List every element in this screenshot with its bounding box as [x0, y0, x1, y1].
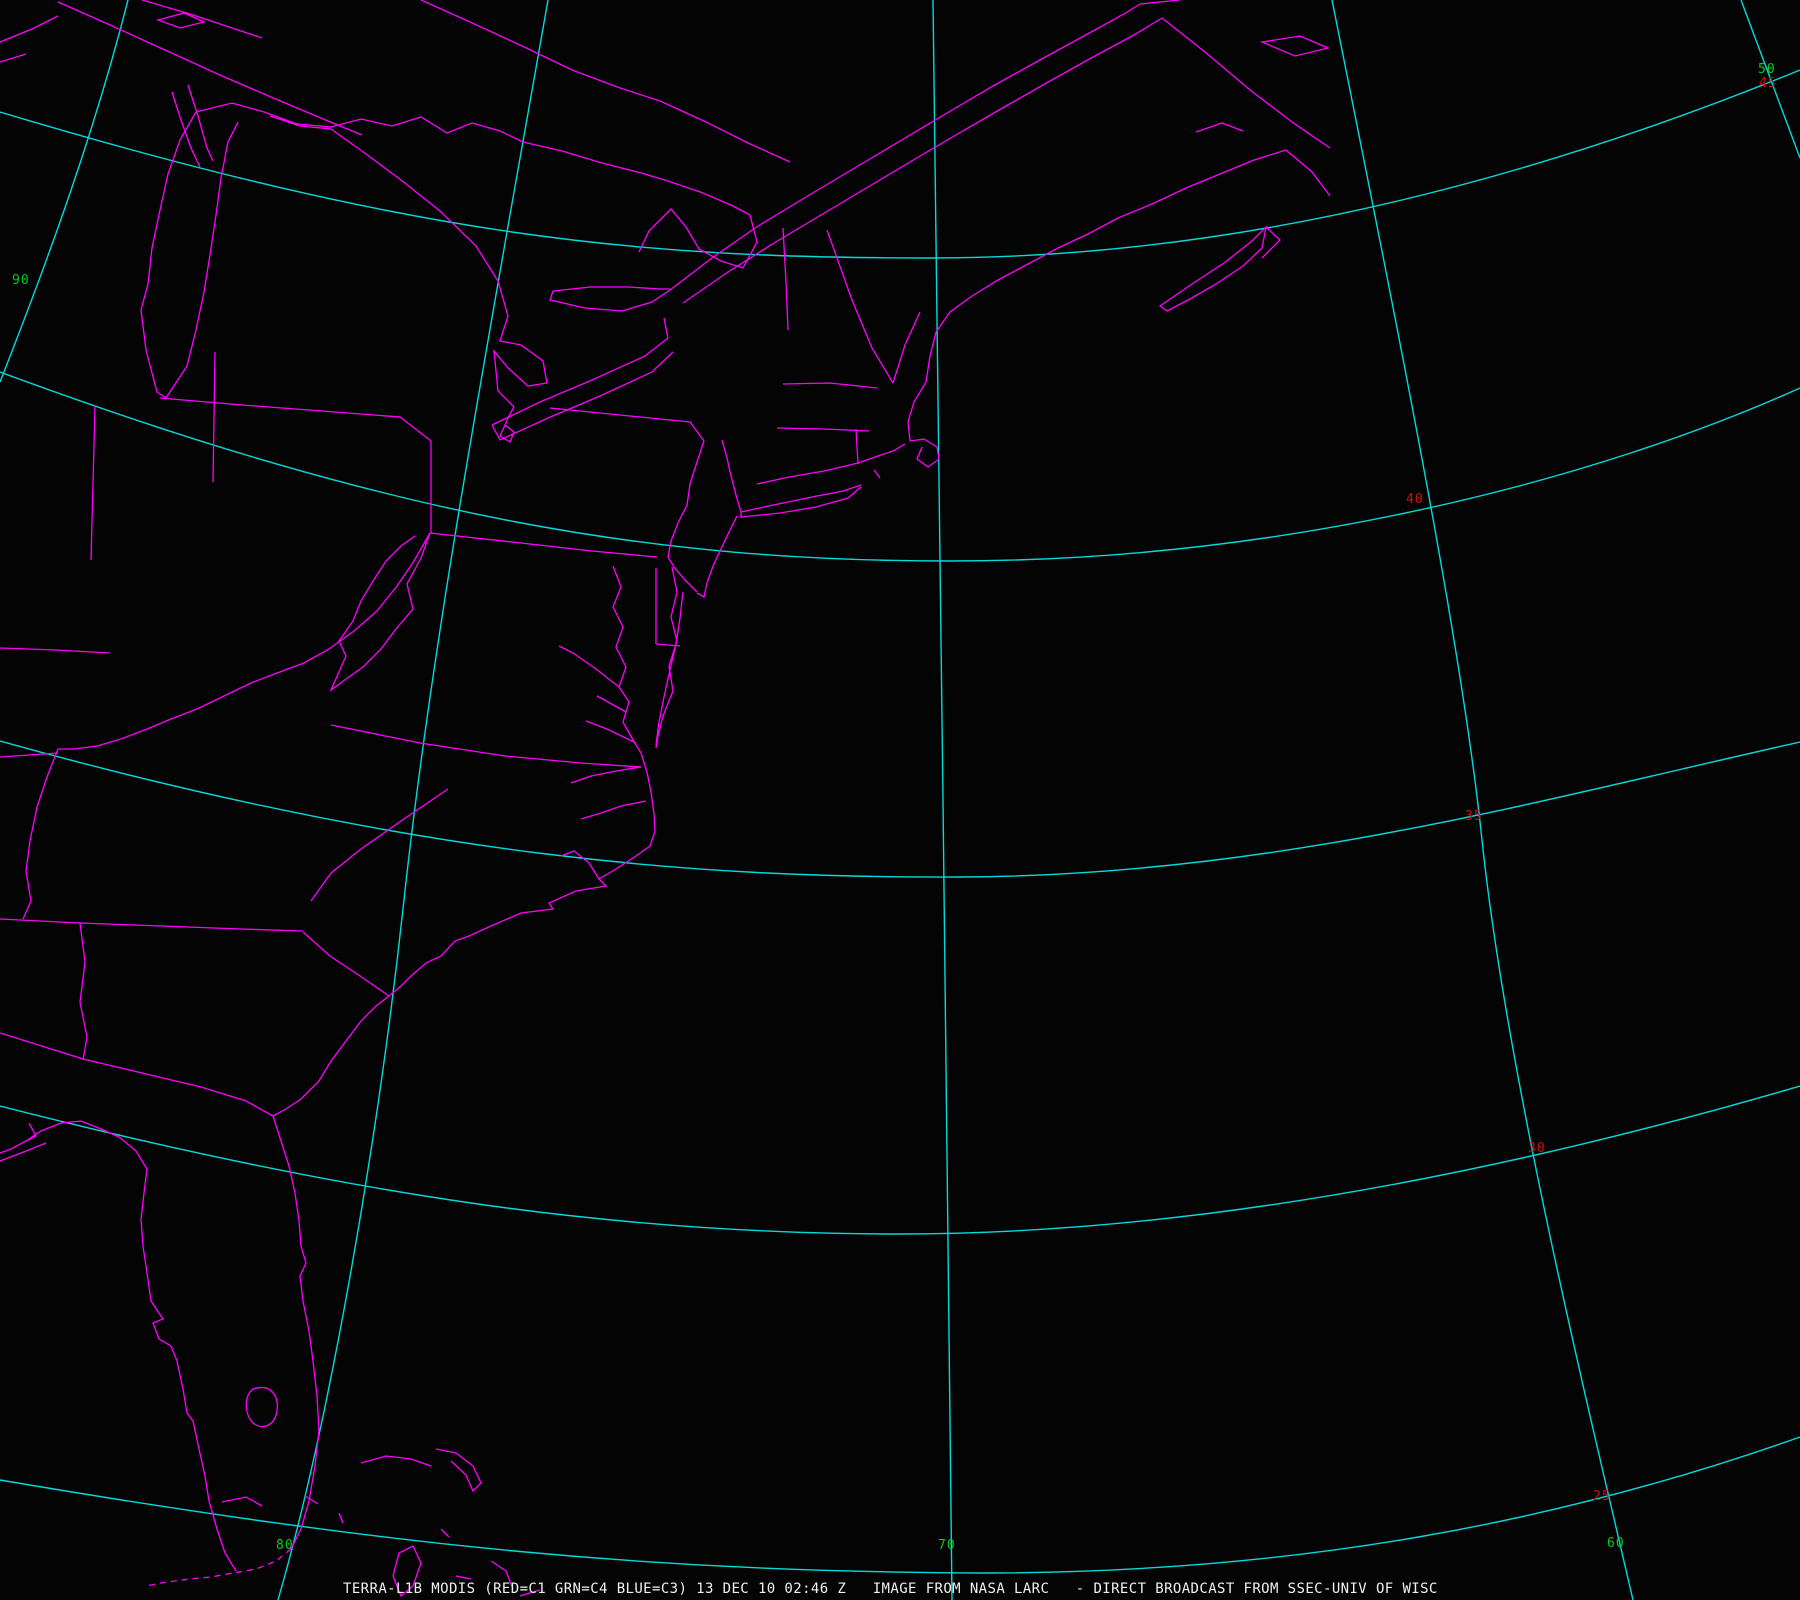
meridian-80w	[277, 0, 549, 1600]
st-lawrence-river	[669, 3, 1163, 304]
delaware-river-border	[667, 440, 705, 558]
latitude-label-35n: 35	[1465, 809, 1483, 824]
delmarva-peninsula	[655, 566, 684, 749]
southern-new-england-coast	[756, 443, 906, 485]
latitude-label-45n: 45	[1759, 76, 1777, 91]
andros	[392, 1545, 422, 1598]
nc-sc-border	[310, 788, 449, 902]
meridian-60w	[1331, 0, 1634, 1600]
latitude-label-40n: 40	[1406, 492, 1424, 507]
manitoulin-chain	[522, 141, 751, 216]
gulf-st-lawrence-shore	[1139, 0, 1331, 149]
anticosti-island	[1259, 35, 1331, 57]
superior-north-shore	[141, 0, 263, 39]
longitude-label-80w: 80	[276, 1538, 294, 1553]
image-caption: TERRA-L1B MODIS (RED=C1 GRN=C4 BLUE=C3) …	[343, 1581, 1438, 1597]
cape-cod	[909, 438, 940, 468]
meridian-90w	[0, 0, 129, 383]
latitude-label-25n: 25	[1593, 1489, 1611, 1504]
savannah-river-border	[302, 931, 390, 997]
delaware-md-borders	[655, 568, 681, 647]
kentucky-borders	[0, 647, 111, 758]
ohio-river	[58, 532, 431, 750]
florida-east-coast	[272, 1115, 320, 1550]
lake-erie	[491, 317, 674, 441]
tn-al-ga-border	[0, 918, 304, 932]
meridian-70w	[932, 0, 953, 1600]
prince-edward-island	[1195, 122, 1244, 133]
new-brunswick-coast	[1285, 149, 1331, 197]
chesapeake-bay	[612, 565, 642, 754]
georgian-bay	[638, 208, 758, 269]
parallel-45n	[0, 69, 1800, 259]
top-left-fragments	[0, 15, 59, 63]
parallel-30n	[0, 1085, 1800, 1235]
lake-st-clair	[499, 406, 515, 443]
al-ga-border	[79, 922, 88, 1061]
west-virginia-outline	[329, 532, 431, 692]
florida-keys	[145, 1548, 292, 1587]
lake-superior-shore	[57, 1, 363, 136]
delaware-bay	[667, 556, 698, 593]
longitude-label-90w: 90	[12, 273, 30, 288]
latitude-label-30n: 30	[1528, 1141, 1546, 1156]
hudson-river	[721, 439, 742, 513]
parallel-35n	[0, 740, 1800, 878]
bimini-berry-islands	[221, 1495, 450, 1538]
parallel-25n	[0, 1436, 1800, 1574]
virginia-rivers	[585, 695, 637, 744]
north-channel-shore	[420, 0, 791, 163]
outer-banks-coast	[272, 752, 656, 1117]
upper-peninsula-shore	[195, 102, 524, 143]
lake-huron-west-shore	[269, 115, 548, 408]
midwest-state-lines	[90, 351, 432, 561]
maine-coast	[907, 149, 1287, 442]
lake-ontario	[549, 286, 671, 312]
mason-dixon-line	[429, 532, 658, 558]
parallel-40n	[0, 371, 1800, 562]
parallel-lines	[0, 69, 1800, 1574]
new-jersey-coast	[696, 515, 738, 599]
mississippi-river	[22, 748, 59, 920]
florida-west-coast	[0, 1120, 237, 1572]
longitude-label-60w: 60	[1607, 1536, 1625, 1551]
lake-michigan	[140, 111, 239, 399]
panhandle-barrier-islands	[0, 1122, 47, 1162]
nassau-eleuthera	[455, 1560, 541, 1597]
long-island	[740, 484, 862, 518]
meridian-50w	[1740, 0, 1800, 159]
fl-ga-border	[0, 1032, 274, 1117]
grand-bahama	[360, 1455, 432, 1467]
new-england-state-borders	[776, 227, 921, 465]
longitude-label-70w: 70	[938, 1538, 956, 1553]
longitude-label-50w: 50	[1758, 62, 1776, 77]
lake-okeechobee	[245, 1386, 278, 1428]
albemarle-pamlico-sounds	[560, 766, 647, 880]
potomac-river	[558, 645, 620, 688]
coastline-overlay	[0, 0, 1331, 1598]
abaco	[435, 1448, 482, 1493]
isle-royale	[155, 12, 206, 29]
green-bay	[171, 84, 214, 168]
nova-scotia	[1158, 225, 1281, 312]
ny-pa-border	[549, 407, 705, 442]
va-nc-border	[330, 724, 642, 768]
